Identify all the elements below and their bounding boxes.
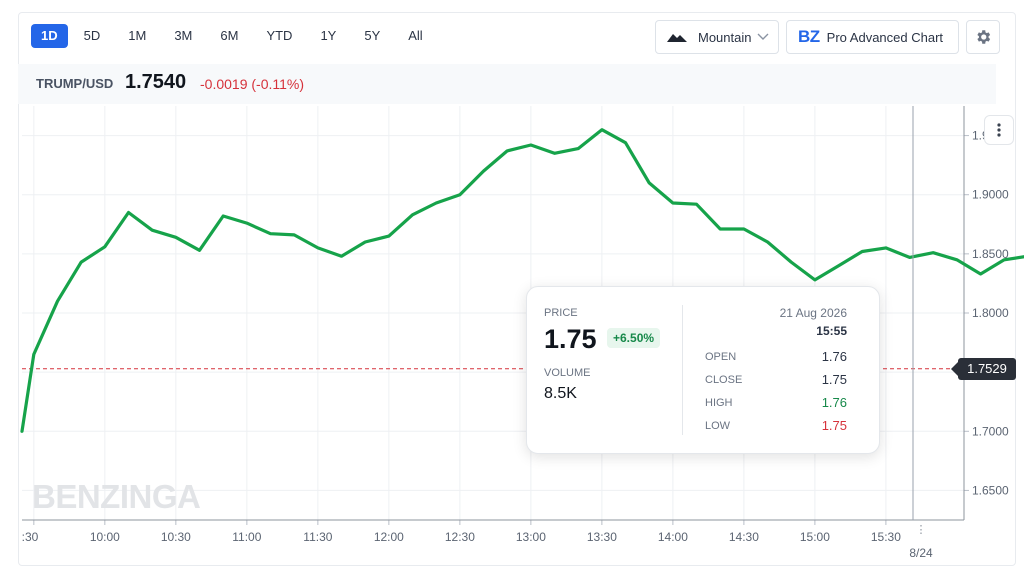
chart-widget xyxy=(18,12,1016,566)
bz-logo-icon: BZ xyxy=(798,27,820,46)
chevron-down-icon xyxy=(757,33,769,40)
x-tick-label: :30 xyxy=(22,530,39,544)
tooltip-percent-badge: +6.50% xyxy=(607,328,661,348)
last-price-marker: 1.7529 xyxy=(951,358,1016,380)
settings-button[interactable] xyxy=(966,20,1000,54)
range-5d-button[interactable]: 5D xyxy=(83,28,101,43)
price-change: -0.0019 (-0.11%) xyxy=(200,76,305,92)
tooltip-volume: 8.5K xyxy=(544,385,577,402)
tooltip-open-label: OPEN xyxy=(705,351,737,363)
range-1d-button[interactable]: 1D xyxy=(31,24,68,48)
tooltip-price: 1.75 xyxy=(544,324,597,354)
x-tick-label: 10:00 xyxy=(90,530,120,544)
range-1m-button[interactable]: 1M xyxy=(128,28,147,43)
tooltip-price-label: PRICE xyxy=(544,307,578,319)
y-tick-label: 1.6500 xyxy=(972,483,1009,497)
range-3m-button[interactable]: 3M xyxy=(174,28,193,43)
x-date-ellipsis: ⋮ xyxy=(916,524,927,536)
last-price: 1.7540 xyxy=(125,71,187,93)
tooltip-divider xyxy=(682,305,683,435)
x-axis: :30 10:00 10:30 11:00 11:30 12:00 12:30 13:00 13… xyxy=(22,519,964,560)
pro-advanced-chart-button[interactable]: BZ Pro Advanced Chart xyxy=(786,20,959,54)
range-1y-button[interactable]: 1Y xyxy=(320,28,337,43)
tooltip-time: 15:55 xyxy=(816,324,847,338)
pro-advanced-chart-label: Pro Advanced Chart xyxy=(826,29,944,45)
range-toolbar: 1D 5D 1M 3M 6M YTD 1Y 5Y All xyxy=(31,24,443,48)
tooltip-close-label: CLOSE xyxy=(705,374,743,386)
range-all-button[interactable]: All xyxy=(408,28,423,43)
x-tick-label: 15:00 xyxy=(800,530,830,544)
price-tooltip: PRICE 1.75 +6.50% VOLUME 8.5K 21 Aug 202… xyxy=(526,286,880,454)
range-5y-button[interactable]: 5Y xyxy=(364,28,381,43)
x-tick-label: 13:30 xyxy=(587,530,617,544)
mountain-icon xyxy=(667,34,687,42)
x-tick-label: 13:00 xyxy=(516,530,546,544)
chart-style-dropdown[interactable]: Mountain xyxy=(655,20,779,54)
symbol-label: TRUMP/USD xyxy=(36,76,114,91)
x-date-label: 8/24 xyxy=(909,546,933,560)
x-tick-label: 10:30 xyxy=(161,530,191,544)
tooltip-volume-label: VOLUME xyxy=(544,367,591,379)
tooltip-date: 21 Aug 2026 xyxy=(779,306,847,320)
more-vertical-icon xyxy=(997,123,1001,137)
y-tick-label: 1.7000 xyxy=(972,424,1009,438)
x-tick-label: 14:00 xyxy=(658,530,688,544)
tooltip-high-label: HIGH xyxy=(705,397,733,409)
range-ytd-button[interactable]: YTD xyxy=(266,28,293,43)
tooltip-close-value: 1.75 xyxy=(821,372,847,387)
y-tick-label: 1.8000 xyxy=(972,306,1009,320)
chart-menu-button[interactable] xyxy=(984,115,1014,145)
x-tick-label: 11:30 xyxy=(303,530,332,544)
gear-icon xyxy=(977,30,991,44)
benzinga-watermark: BENZINGA xyxy=(32,478,201,515)
x-tick-label: 14:30 xyxy=(729,530,759,544)
tooltip-low-value: 1.75 xyxy=(821,418,847,433)
tooltip-open-value: 1.76 xyxy=(821,349,847,364)
chart-grid xyxy=(22,106,964,520)
range-6m-button[interactable]: 6M xyxy=(220,28,239,43)
chart-style-label: Mountain xyxy=(698,29,752,45)
quote-bar xyxy=(18,64,996,104)
x-tick-label: 11:00 xyxy=(232,530,261,544)
price-line-series xyxy=(20,128,1024,433)
y-tick-label: 1.8500 xyxy=(972,247,1009,261)
tooltip-low-label: LOW xyxy=(705,420,731,432)
y-tick-label: 1.9000 xyxy=(972,188,1009,202)
x-tick-label: 12:00 xyxy=(374,530,404,544)
x-tick-label: 12:30 xyxy=(445,530,475,544)
x-tick-label: 15:30 xyxy=(871,530,901,544)
tooltip-high-value: 1.76 xyxy=(821,395,847,410)
